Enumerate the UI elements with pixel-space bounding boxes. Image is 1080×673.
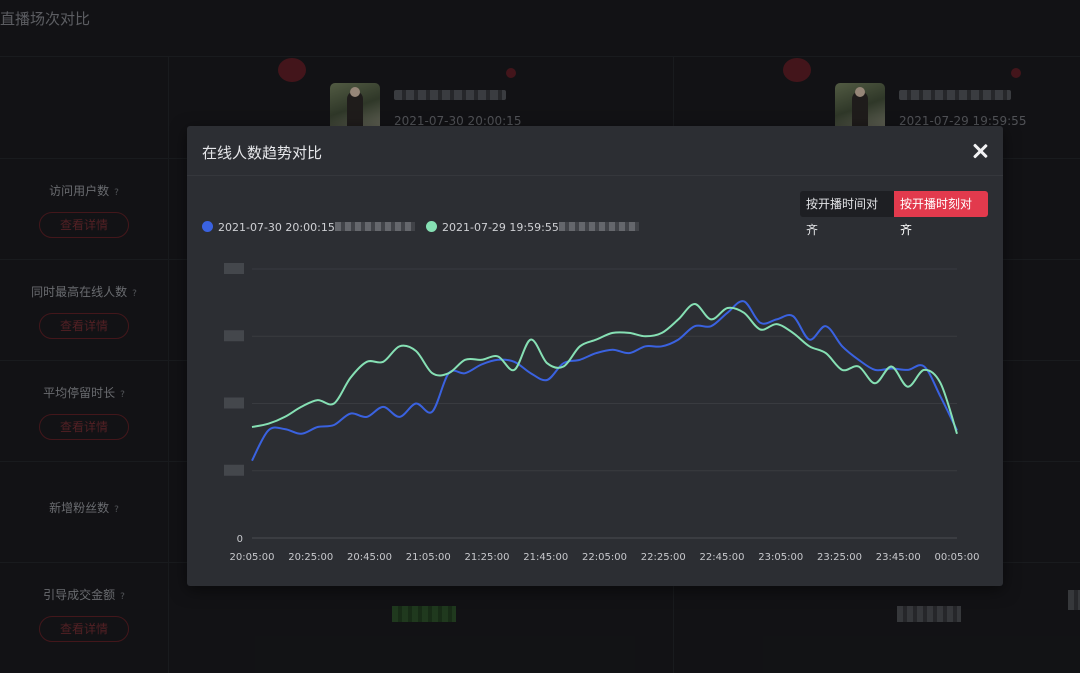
row-label-gmv: 引导成交金额?: [43, 588, 125, 602]
x-tick-label: 21:45:00: [523, 552, 568, 563]
x-tick-label: 23:25:00: [817, 552, 862, 563]
series-line-1: [251, 300, 958, 462]
legend-label: 2021-07-30 20:00:15: [218, 221, 335, 234]
table-divider: [0, 56, 1080, 57]
x-tick-label: 20:25:00: [288, 552, 333, 563]
x-tick-label: 21:05:00: [406, 552, 451, 563]
session-name-blurred: [394, 90, 506, 100]
legend-dot-icon: [202, 221, 213, 232]
decor-dot: [278, 58, 306, 82]
align-by-start-time-button[interactable]: 按开播时刻对齐: [894, 191, 988, 237]
session-thumbnail[interactable]: [835, 83, 885, 131]
chart-grid: [252, 268, 957, 539]
x-tick-label: 20:05:00: [230, 552, 275, 563]
chart-series: [251, 300, 958, 462]
value-blurred: [897, 606, 961, 622]
help-icon[interactable]: ?: [120, 592, 125, 602]
value-blurred: [392, 606, 456, 622]
decor-dot: [1011, 68, 1021, 78]
legend-label: 2021-07-29 19:59:55: [442, 221, 559, 234]
x-tick-label: 22:05:00: [582, 552, 627, 563]
page-title: 直播场次对比: [0, 10, 91, 28]
x-tick-label: 23:05:00: [758, 552, 803, 563]
legend-dot-icon: [426, 221, 437, 232]
help-icon[interactable]: ?: [114, 188, 119, 198]
decor-dot: [506, 68, 516, 78]
y-tick-label-blurred: [224, 397, 244, 409]
online-trend-chart[interactable]: 0 20:05:00 20:25:00 20:45:00 21:05:00 21:25:…: [187, 251, 1003, 571]
view-details-button[interactable]: 查看详情: [39, 616, 129, 642]
view-details-button[interactable]: 查看详情: [39, 313, 129, 339]
legend-item[interactable]: 2021-07-30 20:00:15: [202, 221, 415, 235]
x-tick-label: 21:25:00: [465, 552, 510, 563]
series-line-2: [251, 302, 958, 435]
modal-title: 在线人数趋势对比: [202, 144, 323, 162]
x-tick-label: 00:05:00: [935, 552, 980, 563]
help-icon[interactable]: ?: [132, 289, 137, 299]
help-icon[interactable]: ?: [114, 505, 119, 515]
modal-header: 在线人数趋势对比: [187, 126, 1003, 176]
row-label-visitors: 访问用户数?: [49, 184, 119, 198]
y-tick-label-blurred: [224, 330, 244, 342]
y-tick-label-blurred: [224, 464, 244, 476]
session-name-blurred: [899, 90, 1011, 100]
x-tick-label: 20:45:00: [347, 552, 392, 563]
legend-blurred-name: [334, 222, 415, 231]
decor-dot: [783, 58, 811, 82]
row-label-avg-stay: 平均停留时长?: [43, 386, 125, 400]
close-icon[interactable]: [971, 142, 989, 160]
view-details-button[interactable]: 查看详情: [39, 414, 129, 440]
row-label-new-fans: 新增粉丝数?: [49, 501, 119, 515]
y-tick-label: 0: [237, 534, 243, 545]
view-details-button[interactable]: 查看详情: [39, 212, 129, 238]
table-divider: [168, 56, 169, 673]
value-blurred: [1068, 590, 1080, 610]
legend-blurred-name: [558, 222, 639, 231]
row-label-peak-online: 同时最高在线人数?: [31, 285, 137, 299]
y-tick-label-blurred: [224, 263, 244, 274]
x-tick-label: 23:45:00: [876, 552, 921, 563]
session-time: 2021-07-30 20:00:15: [394, 114, 522, 128]
x-tick-label: 22:25:00: [641, 552, 686, 563]
x-tick-label: 22:45:00: [700, 552, 745, 563]
help-icon[interactable]: ?: [120, 390, 125, 400]
align-by-start-duration-button[interactable]: 按开播时间对齐: [800, 191, 895, 237]
legend-item[interactable]: 2021-07-29 19:59:55: [426, 221, 639, 235]
session-thumbnail[interactable]: [330, 83, 380, 131]
y-axis: 0: [224, 263, 244, 545]
trend-compare-modal: 在线人数趋势对比 按开播时间对齐 按开播时刻对齐 2021-07-30 20:0…: [187, 126, 1003, 586]
x-axis: 20:05:00 20:25:00 20:45:00 21:05:00 21:25:00…: [230, 552, 980, 563]
session-time: 2021-07-29 19:59:55: [899, 114, 1027, 128]
